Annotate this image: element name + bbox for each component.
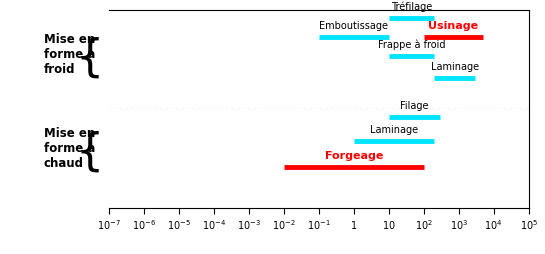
- Text: Mise en
forme à
chaud: Mise en forme à chaud: [44, 127, 95, 170]
- Text: Forgeage: Forgeage: [325, 151, 383, 161]
- Text: Usinage: Usinage: [428, 21, 479, 31]
- Text: Frappe à froid: Frappe à froid: [378, 39, 445, 50]
- Text: Emboutissage: Emboutissage: [319, 21, 388, 31]
- Text: Tréfilage: Tréfilage: [391, 2, 432, 12]
- Text: Laminage: Laminage: [370, 125, 418, 135]
- Text: Mise en
forme à
froid: Mise en forme à froid: [44, 33, 95, 76]
- Text: Laminage: Laminage: [431, 61, 479, 72]
- Text: {: {: [76, 36, 104, 79]
- Text: {: {: [76, 130, 104, 173]
- Text: Filage: Filage: [401, 101, 429, 111]
